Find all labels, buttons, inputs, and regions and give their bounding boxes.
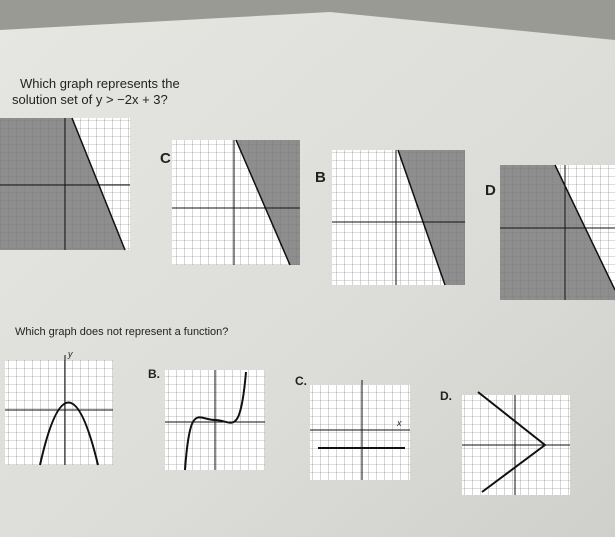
option-label: B. [148, 367, 160, 381]
option-label: D. [440, 389, 452, 403]
graph [0, 117, 130, 251]
graph [310, 380, 410, 480]
option-label: C [160, 150, 171, 167]
graph [500, 164, 615, 300]
option-label: D [485, 182, 496, 199]
question: Which graph does not represent a functio… [15, 326, 228, 338]
graph [172, 139, 300, 266]
option-label: B [315, 169, 326, 186]
axis-label: y [67, 349, 73, 359]
graph [332, 149, 465, 286]
graph [462, 391, 570, 495]
graph [5, 355, 113, 466]
question-line: Which graph represents the [20, 76, 180, 91]
graph [165, 370, 265, 471]
axis-label: x [396, 418, 402, 428]
option-label: C. [295, 374, 307, 388]
question-line: solution set of y > −2x + 3? [12, 92, 168, 107]
table-edge [0, 0, 615, 40]
